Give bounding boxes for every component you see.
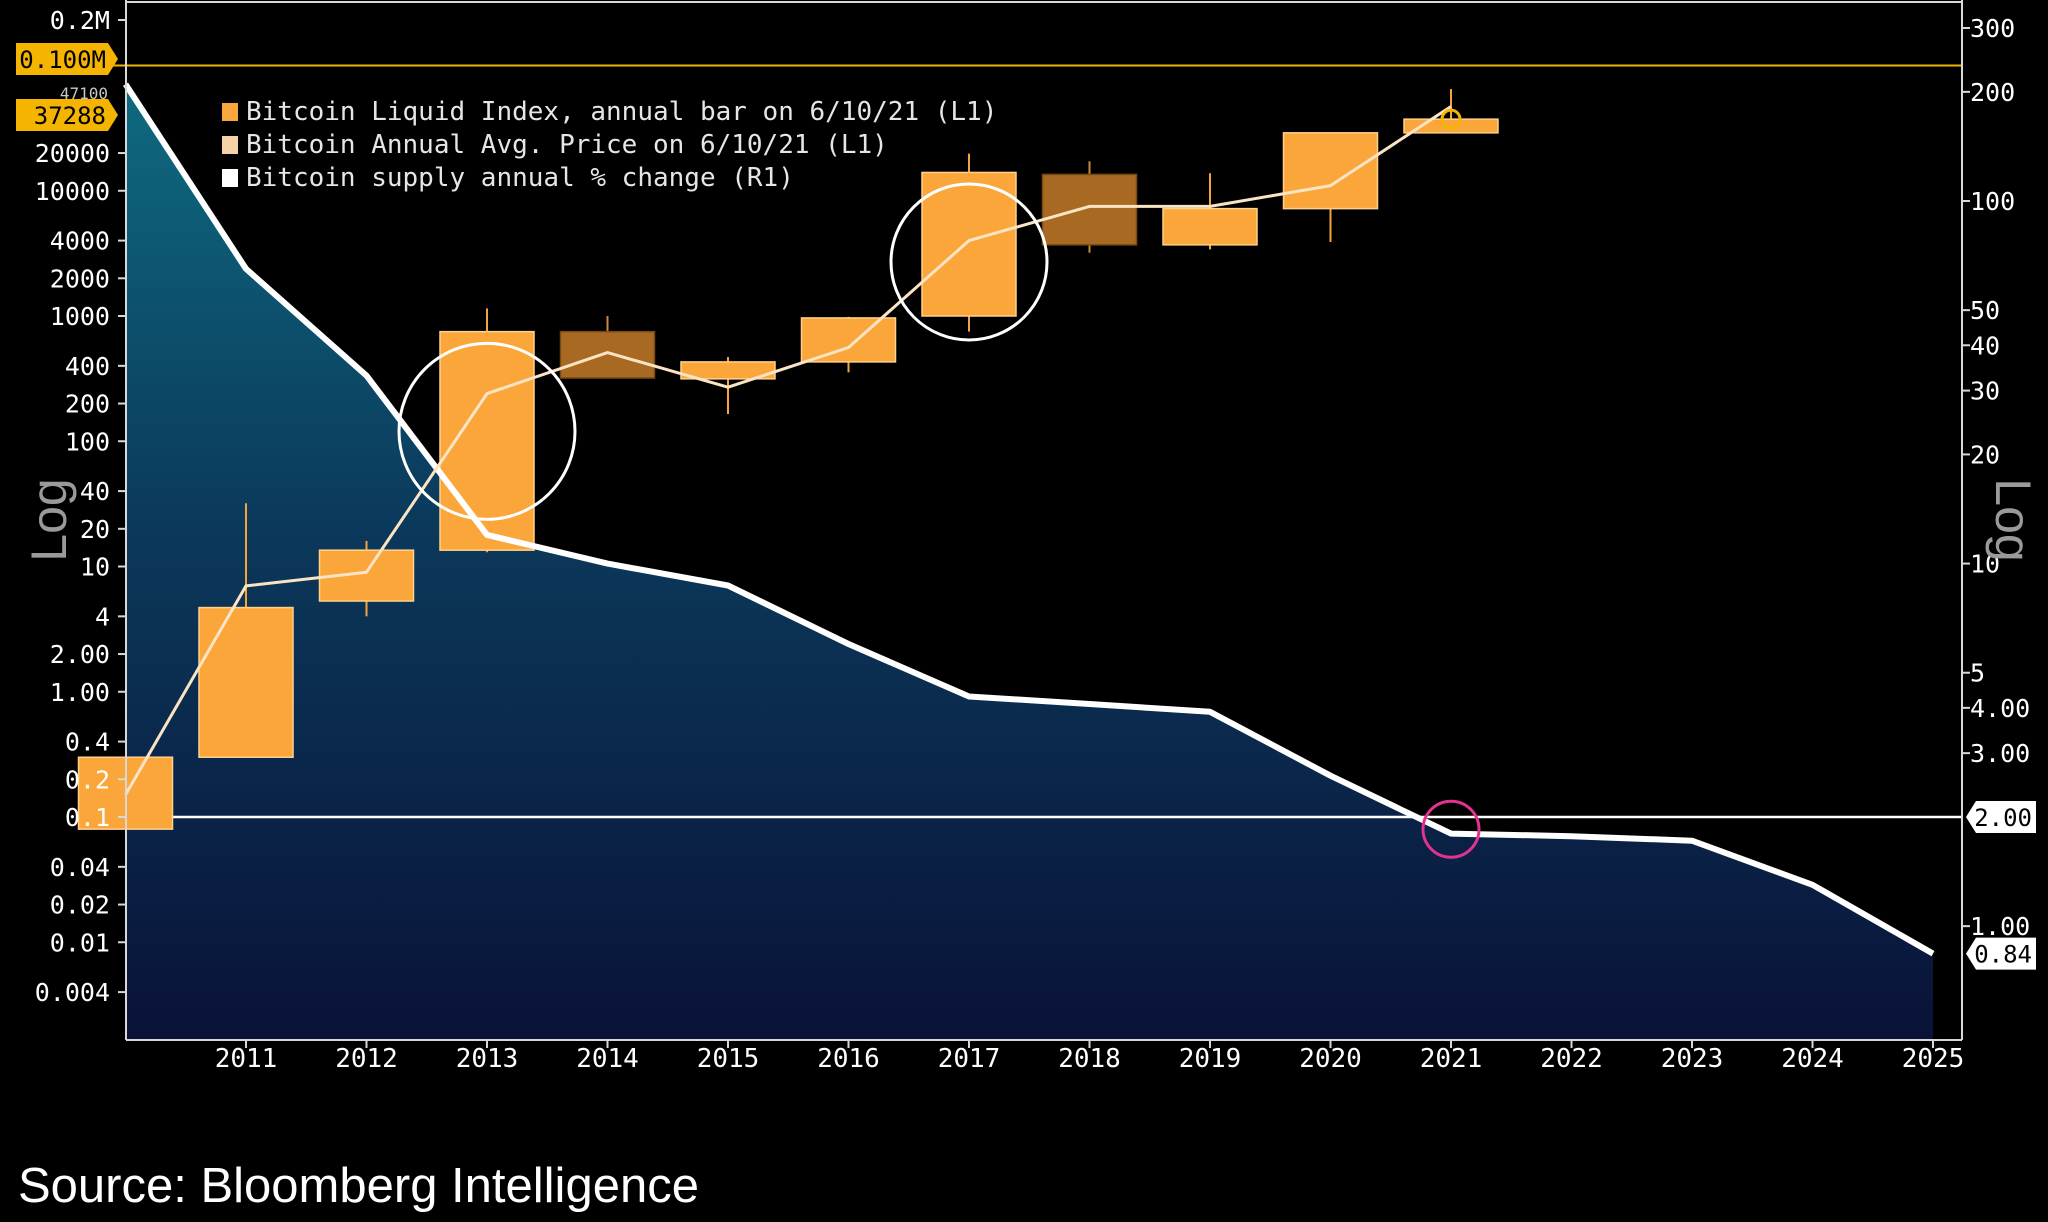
legend-swatch-white — [222, 169, 238, 187]
legend-swatch-peach — [222, 136, 238, 154]
right-tick-label: 30 — [1970, 377, 2000, 406]
left-tick-label: 20000 — [35, 139, 110, 168]
left-highlight-label: 0.100M — [19, 46, 106, 74]
right-tick-label: 5 — [1970, 659, 1985, 688]
right-highlight-label: 2.00 — [1974, 804, 2032, 832]
left-axis-title: Log — [21, 478, 77, 561]
x-tick-label: 2015 — [697, 1044, 760, 1074]
left-tick-label: 20 — [80, 515, 110, 544]
left-tick-label: 100 — [65, 427, 110, 456]
right-axis-title: Log — [1985, 478, 2041, 561]
right-tick-label: 10 — [1970, 550, 2000, 579]
source-text: Source: Bloomberg Intelligence — [18, 1159, 699, 1213]
left-tick-label: 0.4 — [65, 728, 110, 757]
left-tick-label: 40 — [80, 477, 110, 506]
candle-body — [559, 330, 656, 379]
right-tick-label: 1.00 — [1970, 912, 2030, 941]
candle-body — [1162, 207, 1258, 246]
highlight-circle — [889, 182, 1049, 342]
right-tick-label: 40 — [1970, 331, 2000, 360]
avg-price-line — [124, 105, 1452, 796]
highlight-circle — [397, 341, 577, 521]
x-tick-label: 2018 — [1058, 1044, 1121, 1074]
x-tick-label: 2019 — [1179, 1044, 1242, 1074]
candle-body — [1282, 132, 1379, 210]
legend-label: Bitcoin Liquid Index, annual bar on 6/10… — [246, 97, 998, 127]
left-tick-label: 4000 — [50, 227, 110, 256]
left-tick-label: 200 — [65, 390, 110, 419]
left-highlight-badge — [16, 99, 118, 131]
left-tick-label: 0.2 — [65, 765, 110, 794]
x-tick-label: 2025 — [1902, 1044, 1965, 1074]
legend-item-annual-avg: Bitcoin Annual Avg. Price on 6/10/21 (L1… — [222, 129, 888, 161]
legend-swatch-orange — [222, 103, 238, 121]
left-tick-label: 2.00 — [50, 640, 110, 669]
right-tick-label: 300 — [1970, 14, 2015, 43]
legend: Bitcoin Liquid Index, annual bar on 6/10… — [210, 92, 997, 200]
x-tick-label: 2021 — [1420, 1044, 1483, 1074]
right-highlight-badge — [1966, 937, 2036, 970]
x-tick-label: 2023 — [1661, 1044, 1724, 1074]
left-tick-label: 1.00 — [50, 678, 110, 707]
left-obscured-label: 47100 — [60, 84, 108, 103]
right-highlight-label: 0.84 — [1974, 941, 2032, 969]
highlight-circle — [1421, 799, 1481, 859]
legend-label: Bitcoin Annual Avg. Price on 6/10/21 (L1… — [246, 130, 888, 160]
candle-body — [800, 317, 897, 363]
right-highlight-badge — [1966, 801, 2036, 833]
left-highlight-badge — [16, 43, 118, 75]
x-tick-label: 2024 — [1781, 1044, 1844, 1074]
left-tick-label: 0.004 — [35, 978, 110, 1007]
left-tick-label: 2000 — [50, 264, 110, 293]
left-tick-label: 400 — [65, 352, 110, 381]
left-tick-label: 0.2M — [50, 6, 110, 35]
right-tick-label: 100 — [1970, 187, 2015, 216]
left-tick-label: 0.1 — [65, 803, 110, 832]
x-tick-label: 2020 — [1299, 1044, 1362, 1074]
left-tick-label: 0.02 — [50, 891, 110, 920]
x-tick-label: 2014 — [576, 1044, 639, 1074]
x-tick-label: 2012 — [335, 1044, 398, 1074]
legend-item-liquid-index: Bitcoin Liquid Index, annual bar on 6/10… — [222, 96, 997, 128]
right-tick-label: 4.00 — [1970, 694, 2030, 723]
left-tick-label: 10 — [80, 553, 110, 582]
candle-body — [198, 606, 294, 758]
legend-item-supply-change: Bitcoin supply annual % change (R1) — [222, 162, 794, 194]
legend-label: Bitcoin supply annual % change (R1) — [246, 163, 794, 193]
left-tick-label: 1000 — [50, 302, 110, 331]
x-tick-label: 2013 — [456, 1044, 519, 1074]
right-tick-label: 3.00 — [1970, 739, 2030, 768]
candle-body — [1041, 173, 1138, 246]
right-tick-label: 20 — [1970, 440, 2000, 469]
left-highlight-label: 37288 — [34, 102, 106, 130]
candle-body — [1403, 118, 1499, 134]
left-tick-label: 0.01 — [50, 928, 110, 957]
left-tick-label: 10000 — [35, 177, 110, 206]
right-tick-label: 50 — [1970, 296, 2000, 325]
x-tick-label: 2011 — [215, 1044, 278, 1074]
left-tick-label: 0.04 — [50, 853, 110, 882]
left-tick-label: 4 — [95, 602, 110, 631]
x-tick-label: 2016 — [817, 1044, 880, 1074]
supply-area — [125, 84, 1933, 1040]
supply-line — [122, 82, 1935, 957]
right-tick-label: 200 — [1970, 78, 2015, 107]
x-tick-label: 2022 — [1540, 1044, 1603, 1074]
candle-body — [921, 171, 1017, 317]
highlight-circle — [1440, 108, 1462, 130]
x-tick-label: 2017 — [938, 1044, 1001, 1074]
